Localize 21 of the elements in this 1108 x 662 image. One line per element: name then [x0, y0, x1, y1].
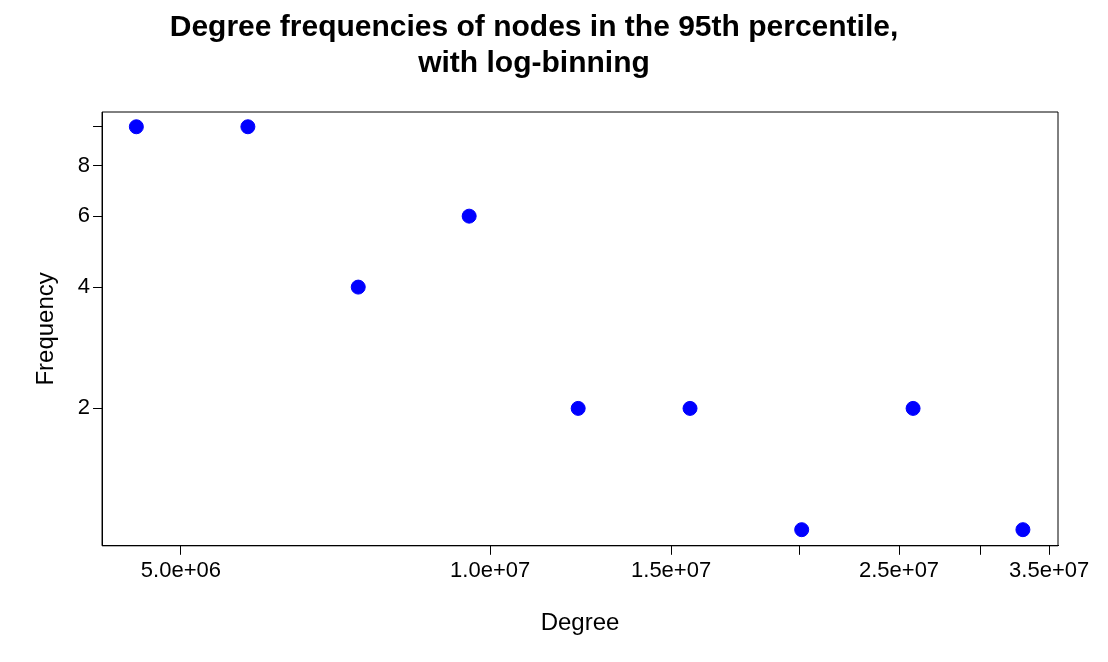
x-tick-label: 5.0e+06: [140, 557, 221, 583]
point: [905, 400, 921, 416]
point: [570, 400, 586, 416]
point: [240, 119, 256, 135]
y-tick-label: 4: [77, 273, 91, 299]
y-tick-label: 6: [77, 202, 91, 228]
point: [350, 279, 366, 295]
x-tick-label: 2.5e+07: [858, 557, 940, 583]
x-tick-label: 1.5e+07: [631, 557, 712, 583]
y-axis-title: Frequency: [31, 272, 59, 386]
y-tick-label: 2: [77, 394, 91, 420]
point: [794, 522, 810, 538]
chart-title: Degree frequencies of nodes in the 95th percentile, with log-binning: [169, 9, 899, 79]
x-axis-title: Degree: [540, 608, 620, 636]
point: [1015, 522, 1031, 538]
point: [461, 208, 477, 224]
x-tick-label: 3.5e+07: [1009, 557, 1090, 583]
point: [682, 400, 698, 416]
y-tick-label: 8: [77, 151, 91, 177]
x-tick-label: 1.0e+07: [450, 557, 531, 583]
point: [128, 119, 144, 135]
